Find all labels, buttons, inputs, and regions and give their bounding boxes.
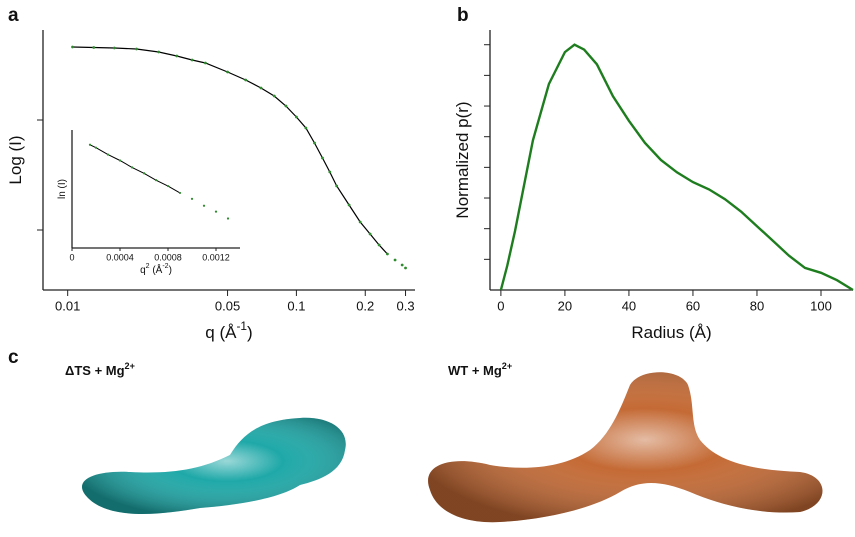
point (394, 259, 397, 262)
point (167, 185, 169, 187)
point (71, 46, 74, 49)
y-axis-label-part: Normalized p(r) (453, 101, 472, 218)
panel-label: a (8, 5, 19, 26)
x-tick-label: 0 (69, 252, 74, 262)
point (203, 205, 205, 207)
x-tick-label: 80 (750, 298, 764, 313)
model-label-part: 2+ (502, 361, 512, 371)
y-axis-label-part: ln (I) (57, 179, 68, 199)
model-shading (428, 372, 822, 522)
x-axis-label: q (Å-1) (205, 319, 252, 342)
model-shading (82, 418, 346, 514)
model-label-part: 2+ (125, 361, 135, 371)
point (313, 142, 316, 145)
x-axis-label-part: ) (169, 265, 172, 276)
point (227, 217, 229, 219)
point (143, 172, 145, 174)
point (273, 95, 276, 98)
model-label: ΔTS + Mg2+ (65, 361, 135, 378)
x-axis-label-part: -1 (236, 319, 247, 333)
point (226, 71, 229, 74)
point (260, 87, 263, 90)
model-label-part: ΔTS + Mg (65, 363, 125, 378)
point (304, 127, 307, 130)
point (404, 267, 407, 270)
point (113, 47, 116, 50)
point (215, 211, 217, 213)
point (191, 198, 193, 200)
point (335, 185, 338, 188)
y-axis-label: Normalized p(r) (453, 101, 472, 218)
x-tick-label: 0.1 (287, 298, 305, 313)
x-tick-label: 0.3 (396, 298, 414, 313)
x-tick-label: 0.0012 (202, 252, 230, 262)
point (95, 147, 97, 149)
point (191, 59, 194, 62)
y-axis-label-part: Log (I) (6, 135, 25, 184)
model-label: WT + Mg2+ (448, 361, 512, 378)
x-axis-label: Radius (Å) (631, 323, 711, 342)
x-tick-label: 60 (686, 298, 700, 313)
point (285, 105, 288, 108)
point (295, 116, 298, 119)
x-tick-label: 0.2 (356, 298, 374, 313)
x-tick-label: 0.01 (55, 298, 80, 313)
figure: a b c 0.01 0.05 0.1 0.2 0.3 q (Å-1) Log (I) 0 0.… (0, 0, 855, 537)
y-axis-label: ln (I) (57, 179, 68, 199)
point (328, 171, 331, 174)
point (401, 264, 404, 267)
point (179, 192, 181, 194)
x-tick-label: 100 (810, 298, 832, 313)
point (92, 46, 95, 49)
x-axis-label-part: (Å (150, 263, 163, 276)
point (244, 79, 247, 82)
y-axis-label: Log (I) (6, 135, 25, 184)
x-axis-label-part: q (Å (205, 323, 237, 342)
point (157, 51, 160, 54)
x-tick-label: 40 (622, 298, 636, 313)
point (369, 233, 372, 236)
point (155, 179, 157, 181)
point (131, 166, 133, 168)
point (359, 221, 362, 224)
x-tick-label: 0.0008 (154, 252, 182, 262)
point (135, 48, 138, 51)
x-tick-label: 0 (497, 298, 504, 313)
point (386, 253, 389, 256)
model-label-part: WT + Mg (448, 363, 502, 378)
panel-label: c (8, 347, 19, 368)
models (82, 372, 822, 522)
point (175, 55, 178, 58)
point (321, 157, 324, 160)
x-tick-label: 0.05 (215, 298, 240, 313)
point (204, 62, 207, 65)
point (107, 153, 109, 155)
x-axis-label-part: Radius (Å) (631, 323, 711, 342)
point (89, 144, 91, 146)
panel-label: b (457, 5, 469, 26)
point (348, 204, 351, 207)
x-axis-label-part: ) (247, 323, 253, 342)
point (378, 244, 381, 247)
x-tick-label: 20 (558, 298, 572, 313)
line (501, 45, 853, 290)
point (119, 159, 121, 161)
x-tick-label: 0.0004 (106, 252, 134, 262)
